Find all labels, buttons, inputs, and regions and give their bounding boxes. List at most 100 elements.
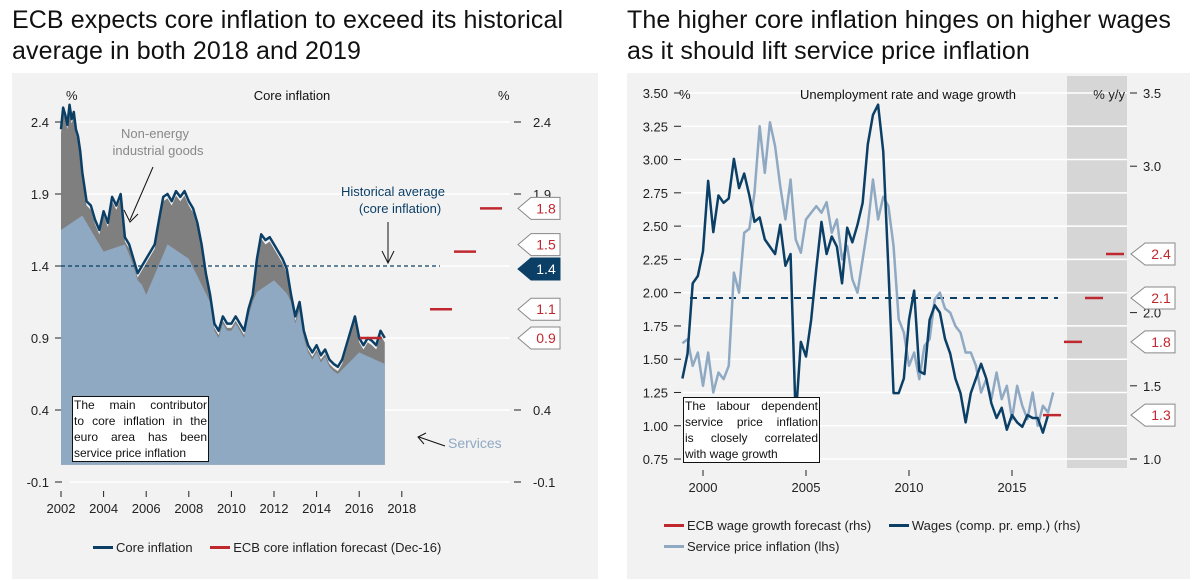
y-tick-label-right: 2.4 [533, 115, 551, 130]
note-line: service price inflation [685, 415, 818, 429]
x-tick-label: 2014 [302, 501, 331, 516]
y-tick-label-left: 2.00 [643, 286, 668, 301]
service-price-inflation-line [681, 121, 1055, 427]
note-line: to core inflation in the [74, 414, 207, 428]
y-tick-label-left: 0.4 [31, 403, 49, 418]
y-tick-label-left: 0.75 [643, 452, 668, 467]
callout-label: 1.8 [1151, 334, 1171, 350]
value-callout: 2.1 [1130, 286, 1176, 310]
callout-shape [517, 297, 561, 321]
legend-label-service-price: Service price inflation (lhs) [687, 539, 840, 554]
value-callout: 1.5 [517, 233, 561, 257]
x-tick-label: 2005 [792, 480, 821, 495]
value-callout: 0.9 [517, 326, 561, 350]
note-box-right: The labour dependent service price inflat… [683, 397, 820, 463]
annotation-historical-average: Historical average [341, 184, 445, 199]
legend-label-wage-forecast: ECB wage growth forecast (rhs) [687, 518, 872, 533]
value-callout: 1.8 [517, 196, 561, 220]
y-tick-label-left: 3.25 [643, 119, 668, 134]
y-tick-label-right: -0.1 [533, 475, 555, 490]
callout-shape [517, 233, 561, 257]
legend-swatch-core [93, 546, 113, 549]
callout-shape [1130, 330, 1176, 354]
legend-label-wages: Wages (comp. pr. emp.) (rhs) [911, 518, 1081, 533]
y-tick-label-left: 1.25 [643, 385, 668, 400]
callout-label: 1.8 [536, 200, 556, 216]
y-unit-left: % [679, 87, 691, 102]
arrow-non-energy [129, 166, 154, 221]
value-callout: 2.4 [1130, 242, 1176, 266]
y-tick-label-left: 1.75 [643, 319, 668, 334]
callout-shape [1130, 242, 1176, 266]
note-line: service price inflation [74, 446, 187, 460]
y-tick-label-left: 3.00 [643, 153, 668, 168]
callout-label: 1.5 [536, 237, 556, 253]
note-box-left: The main contributor to core inflation in… [72, 396, 209, 462]
y-tick-label-right: 1.5 [1143, 379, 1161, 394]
callout-shape [1130, 286, 1176, 310]
note-line: is closely correlated [685, 431, 818, 445]
note-line: euro area has been [74, 430, 207, 444]
y-tick-label-left: 1.00 [643, 419, 668, 434]
wages-line [681, 103, 1050, 434]
callout-shape [517, 257, 561, 281]
callout-label: 1.1 [536, 301, 556, 317]
callout-shape [1130, 403, 1176, 427]
legend-swatch-wage-forecast [664, 524, 684, 527]
annotation-historical-average: (core inflation) [359, 201, 441, 216]
legend-label-core: Core inflation [116, 540, 193, 555]
legend-item-wages: Wages (comp. pr. emp.) (rhs) [888, 518, 1081, 533]
y-tick-label-left: 1.4 [31, 259, 49, 274]
y-tick-label-left: 2.75 [643, 186, 668, 201]
y-unit-left: % [66, 88, 78, 103]
x-tick-label: 2010 [895, 480, 924, 495]
y-tick-label-left: 2.4 [31, 115, 49, 130]
legend-label-forecast: ECB core inflation forecast (Dec-16) [233, 540, 442, 555]
y-tick-label-right: 3.5 [1143, 86, 1161, 101]
value-callout: 1.3 [1130, 403, 1176, 427]
x-tick-label: 2018 [387, 501, 416, 516]
y-tick-label-left: 0.9 [31, 331, 49, 346]
annotation-services: Services [448, 435, 502, 451]
core-inflation-line [59, 103, 386, 369]
callout-label: 0.9 [536, 330, 556, 346]
value-callout: 1.1 [517, 297, 561, 321]
value-callout: 1.8 [1130, 330, 1176, 354]
x-tick-label: 2004 [89, 501, 118, 516]
x-tick-label: 2008 [174, 501, 203, 516]
arrowhead-non-energy [123, 209, 139, 223]
legend-item-core-inflation: Core inflation [93, 540, 193, 555]
x-tick-label: 2000 [689, 480, 718, 495]
legend-swatch-forecast [210, 546, 231, 549]
legend-item-service-price: Service price inflation (lhs) [664, 539, 839, 554]
y-tick-label-left: -0.1 [27, 475, 49, 490]
legend-swatch-service-price [664, 545, 684, 548]
chart-title-left: ECB expects core inflation to exceed its… [12, 6, 564, 65]
note-line: The main contributor [74, 398, 207, 412]
callout-label: 1.3 [1151, 407, 1171, 423]
y-tick-label-right: 0.4 [533, 403, 551, 418]
y-tick-label-right: 1.0 [1143, 452, 1161, 467]
x-tick-label: 2006 [132, 501, 161, 516]
x-tick-label: 2015 [998, 480, 1027, 495]
chart-subtitle-left: Core inflation [254, 88, 331, 103]
callout-label: 2.1 [1151, 290, 1171, 306]
y-unit-right: % [498, 88, 510, 103]
callout-shape [517, 326, 561, 350]
chart-title-right: The higher core inflation hinges on high… [627, 6, 1172, 65]
forecast-period-shade [1067, 76, 1127, 468]
value-callout: 1.4 [517, 257, 561, 281]
x-tick-label: 2010 [217, 501, 246, 516]
legend-right: ECB wage growth forecast (rhs) Wages (co… [664, 515, 1094, 554]
arrowhead-historical-average [381, 250, 395, 265]
y-tick-label-left: 1.9 [31, 187, 49, 202]
arrowhead-services [417, 432, 427, 445]
legend-left: Core inflation ECB core inflation foreca… [93, 537, 455, 555]
y-tick-label-left: 2.25 [643, 252, 668, 267]
x-tick-label: 2002 [47, 501, 76, 516]
legend-item-ecb-forecast: ECB core inflation forecast (Dec-16) [210, 540, 441, 555]
y-unit-right: % y/y [1093, 87, 1125, 102]
x-tick-label: 2016 [345, 501, 374, 516]
y-tick-label-right: 3.0 [1143, 159, 1161, 174]
